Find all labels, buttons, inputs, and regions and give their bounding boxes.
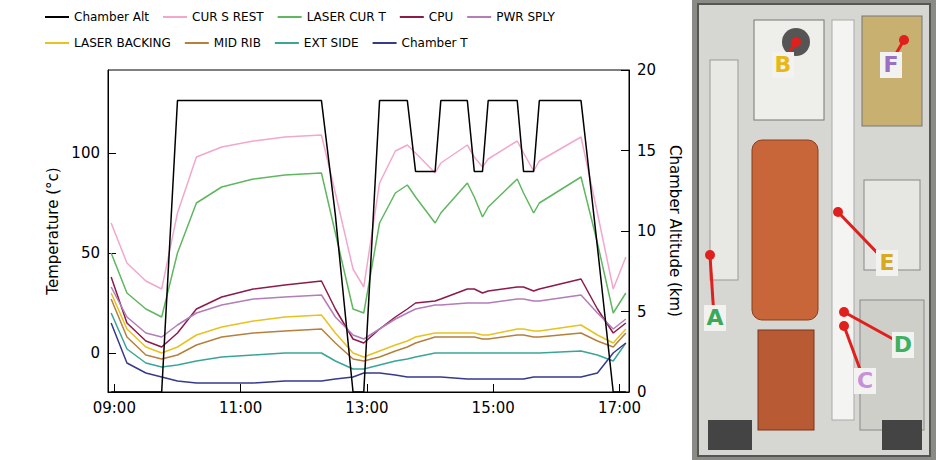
svg-text:50: 50: [81, 244, 100, 262]
svg-text:0: 0: [637, 383, 647, 401]
svg-text:D: D: [894, 332, 912, 357]
svg-text:A: A: [706, 305, 723, 330]
svg-text:CPU: CPU: [429, 10, 453, 24]
svg-text:0: 0: [90, 344, 100, 362]
svg-text:11:00: 11:00: [219, 399, 262, 417]
svg-text:PWR SPLY: PWR SPLY: [496, 10, 555, 24]
svg-text:15: 15: [637, 142, 656, 160]
svg-text:E: E: [879, 250, 894, 275]
svg-text:10: 10: [637, 222, 656, 240]
svg-text:17:00: 17:00: [598, 399, 641, 417]
svg-text:15:00: 15:00: [472, 399, 515, 417]
svg-text:Temperature (°c): Temperature (°c): [44, 167, 62, 295]
svg-text:5: 5: [637, 303, 647, 321]
svg-text:13:00: 13:00: [345, 399, 388, 417]
svg-text:Chamber Alt: Chamber Alt: [74, 10, 149, 24]
svg-text:CUR S REST: CUR S REST: [192, 10, 264, 24]
svg-text:09:00: 09:00: [93, 399, 136, 417]
svg-text:EXT SIDE: EXT SIDE: [304, 36, 359, 50]
svg-text:20: 20: [637, 61, 656, 79]
svg-text:LASER BACKING: LASER BACKING: [74, 36, 171, 50]
svg-text:Chamber T: Chamber T: [402, 36, 469, 50]
svg-text:B: B: [775, 52, 792, 77]
svg-text:C: C: [857, 368, 873, 393]
svg-text:F: F: [883, 52, 898, 77]
svg-text:MID RIB: MID RIB: [214, 36, 261, 50]
svg-text:Chamber Altitude (km): Chamber Altitude (km): [666, 145, 684, 317]
svg-text:LASER CUR T: LASER CUR T: [307, 10, 387, 24]
svg-text:100: 100: [71, 144, 100, 162]
